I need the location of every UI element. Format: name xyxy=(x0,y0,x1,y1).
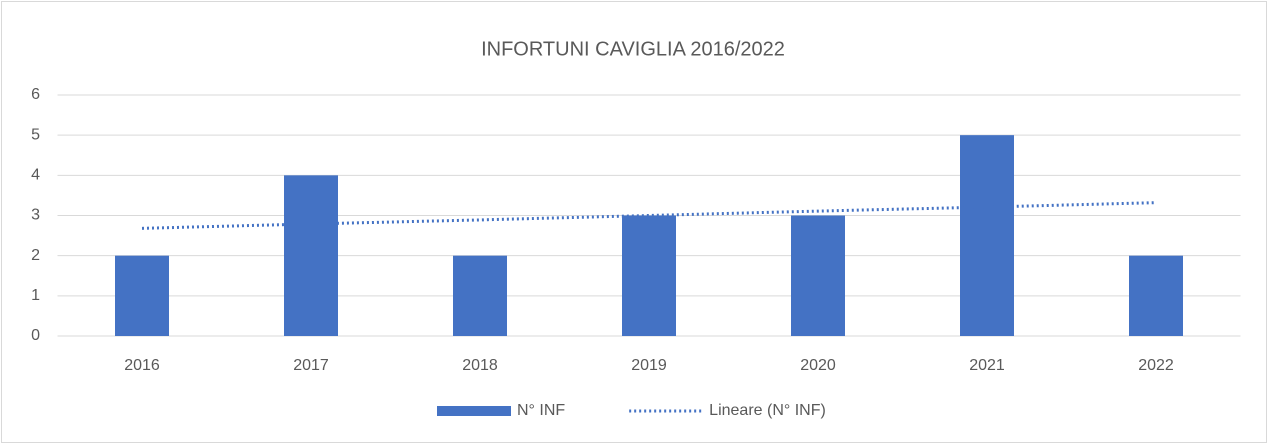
bar xyxy=(115,255,169,336)
y-tick-label: 4 xyxy=(31,167,40,184)
bar xyxy=(960,135,1014,336)
chart-title: INFORTUNI CAVIGLIA 2016/2022 xyxy=(481,38,785,60)
x-tick-label: 2022 xyxy=(1138,357,1174,374)
bar xyxy=(453,255,507,336)
x-tick-label: 2019 xyxy=(631,357,667,374)
y-tick-label: 0 xyxy=(31,327,40,344)
y-tick-label: 6 xyxy=(31,86,40,103)
bar xyxy=(622,215,676,336)
legend-label: N° INF xyxy=(517,402,565,419)
x-tick-label: 2021 xyxy=(969,357,1005,374)
bar xyxy=(791,215,845,336)
x-tick-label: 2020 xyxy=(800,357,836,374)
x-tick-label: 2018 xyxy=(462,357,498,374)
bar xyxy=(1129,255,1183,336)
y-tick-label: 1 xyxy=(31,287,40,304)
y-tick-label: 5 xyxy=(31,126,40,143)
x-tick-label: 2016 xyxy=(124,357,160,374)
y-tick-label: 3 xyxy=(31,207,40,224)
legend-label: Lineare (N° INF) xyxy=(709,402,826,419)
bar xyxy=(284,175,338,336)
y-tick-label: 2 xyxy=(31,247,40,264)
trend-line xyxy=(141,201,1157,230)
x-tick-label: 2017 xyxy=(293,357,329,374)
legend-swatch xyxy=(437,406,511,416)
